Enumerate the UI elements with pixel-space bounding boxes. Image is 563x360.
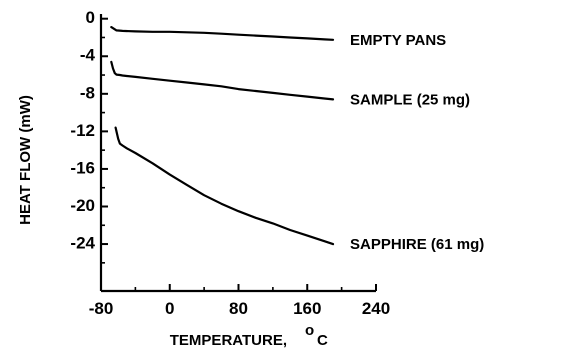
x-axis-ticks: -80 0 80 160 240 xyxy=(89,284,390,318)
y-tick-label: -16 xyxy=(70,158,95,177)
x-axis-title-text: TEMPERATURE, xyxy=(170,332,287,349)
y-tick-label: -4 xyxy=(80,46,96,65)
series-label: EMPTY PANS xyxy=(350,32,446,49)
y-axis-title: HEAT FLOW (mW) xyxy=(17,95,34,225)
y-tick-label: -24 xyxy=(70,234,95,253)
x-tick-label: 240 xyxy=(362,299,390,318)
series-label: SAPPHIRE (61 mg) xyxy=(350,236,484,253)
y-tick-label: -8 xyxy=(80,83,95,102)
x-tick-label: 160 xyxy=(293,299,321,318)
x-axis-unit: C xyxy=(317,332,328,349)
x-tick-label: 0 xyxy=(165,299,174,318)
series-line xyxy=(116,128,333,245)
svg-text:TEMPERATURE,: TEMPERATURE, xyxy=(170,332,287,349)
y-tick-label: 0 xyxy=(86,8,95,27)
x-tick-label: 80 xyxy=(229,299,248,318)
y-tick-label: -20 xyxy=(70,196,95,215)
series-label: SAMPLE (25 mg) xyxy=(350,91,470,108)
x-axis-title: TEMPERATURE, o C xyxy=(170,322,328,349)
series-line xyxy=(111,27,333,40)
series-labels: EMPTY PANS SAMPLE (25 mg) SAPPHIRE (61 mg) xyxy=(350,32,484,253)
y-tick-label: -12 xyxy=(70,121,95,140)
series-line xyxy=(111,62,333,100)
x-tick-label: -80 xyxy=(89,299,114,318)
x-axis-degree-symbol: o xyxy=(305,322,314,339)
series-group xyxy=(111,27,333,244)
y-axis-ticks: 0 -4 -8 -12 -16 -20 -24 xyxy=(70,8,108,263)
plot-area xyxy=(101,14,376,291)
